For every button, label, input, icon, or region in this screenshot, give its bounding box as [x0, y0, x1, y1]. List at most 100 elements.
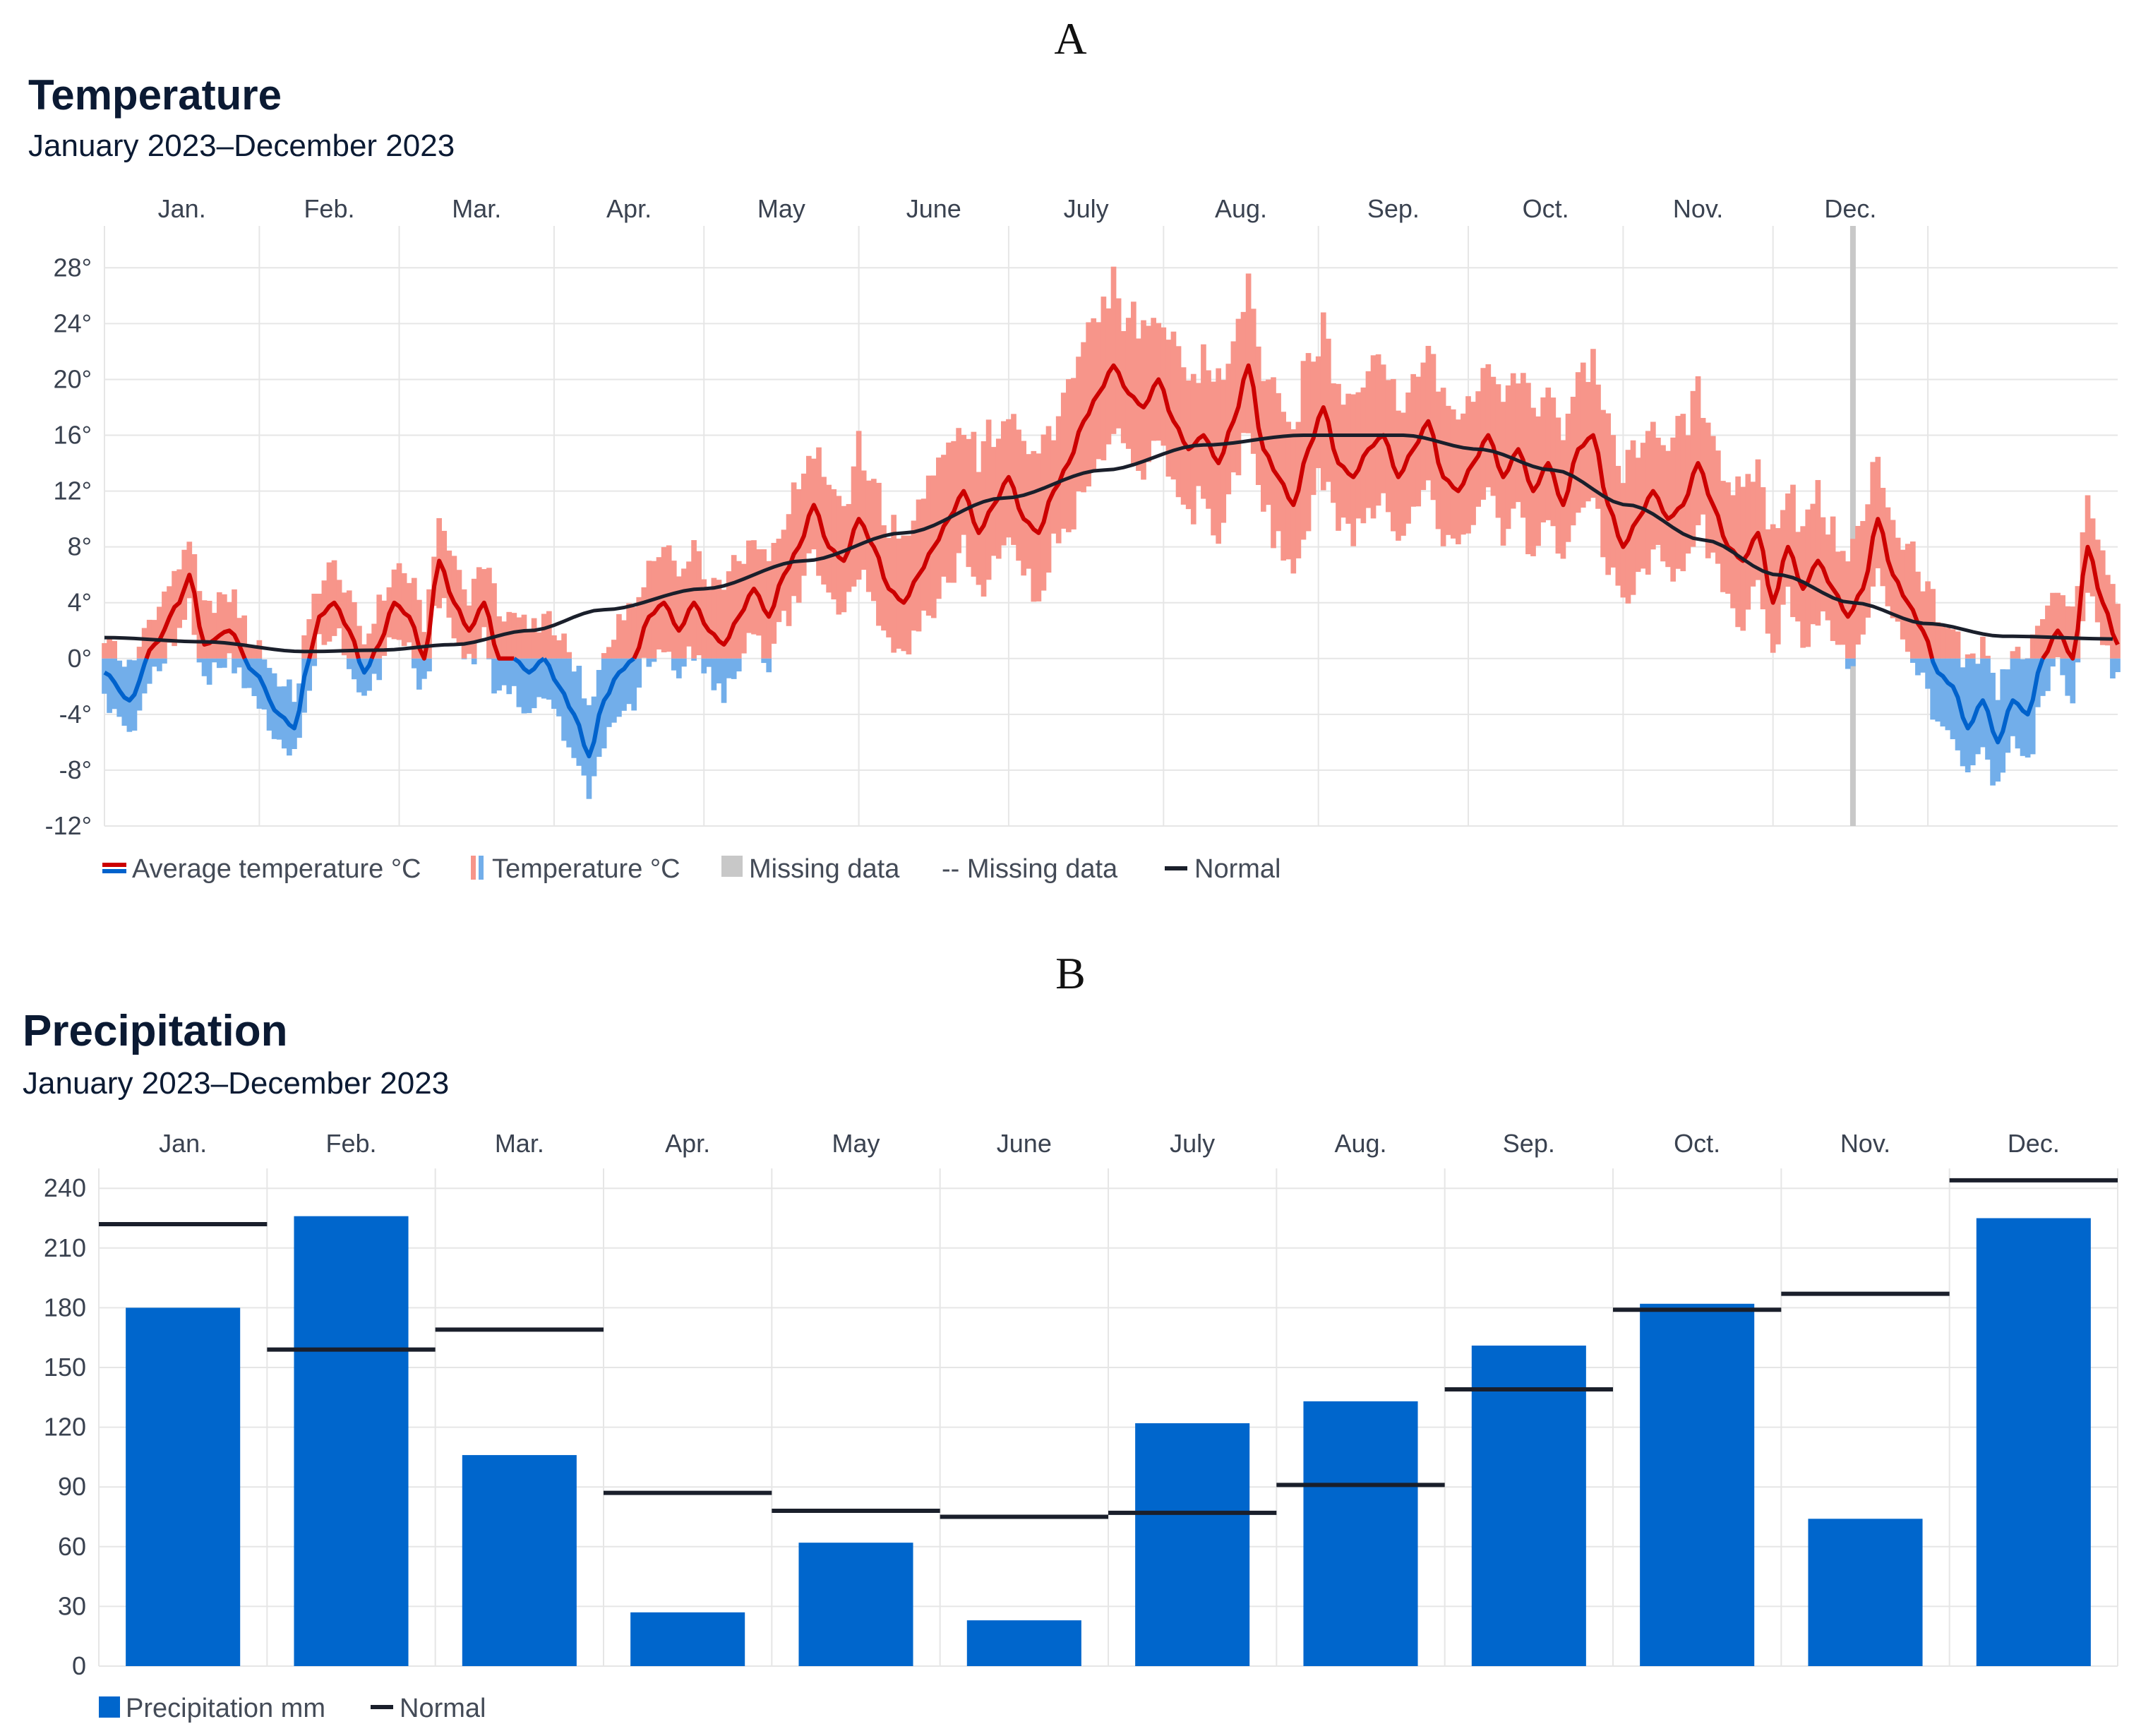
temp-range-bar-cold	[731, 658, 737, 679]
temp-month-label: Jan.	[158, 194, 206, 223]
temp-range-bar	[1521, 373, 1526, 518]
temp-range-bar	[301, 635, 307, 659]
temp-range-bar	[1300, 361, 1307, 540]
temp-range-bar-cold	[2065, 658, 2071, 696]
temp-range-bar-cold	[1940, 658, 1946, 727]
temp-range-bar-cold	[376, 658, 383, 681]
temp-range-bar	[681, 568, 687, 659]
temp-range-bar	[771, 543, 777, 644]
temp-range-bar-cold	[2070, 658, 2076, 704]
precip-ytick-label: 210	[44, 1233, 86, 1262]
temp-range-bar	[896, 538, 902, 649]
temp-range-bar	[1365, 371, 1372, 508]
legend-normal-label: Normal	[1194, 854, 1281, 884]
temp-range-bar	[1410, 373, 1416, 507]
temp-range-bar	[661, 546, 667, 653]
temp-range-bar	[676, 576, 682, 659]
temp-range-bar-cold	[611, 658, 617, 723]
temp-range-bar-cold	[222, 658, 227, 668]
temp-month-label: Dec.	[1824, 194, 1876, 223]
temp-range-bar	[1815, 479, 1821, 626]
temp-range-bar	[1456, 419, 1461, 544]
temp-range-bar-cold	[546, 658, 552, 700]
temp-range-bar-cold	[346, 658, 352, 669]
temp-range-bar	[1655, 437, 1661, 545]
average-line-cold	[542, 657, 635, 759]
temp-range-bar	[1700, 418, 1706, 515]
temp-range-bar	[1375, 354, 1381, 506]
temp-range-bar	[1036, 453, 1042, 601]
temp-range-bar-cold	[721, 658, 727, 703]
temp-range-bar	[566, 652, 572, 659]
temp-range-bar	[1345, 393, 1351, 524]
temp-range-bar	[1350, 394, 1357, 546]
temp-range-bar	[411, 577, 417, 659]
temp-range-bar	[731, 555, 737, 659]
temperature-legend: Average temperature °C Temperature °C Mi…	[102, 854, 1281, 884]
temp-month-label: May	[757, 194, 805, 223]
temp-range-bar	[860, 470, 867, 570]
temp-range-bar-cold	[107, 658, 112, 713]
temp-range-bar	[1060, 393, 1067, 529]
temp-range-bar	[1086, 322, 1091, 487]
legend-precip-normal-swatch	[371, 1705, 393, 1709]
temp-range-bar	[1540, 397, 1546, 522]
temp-range-bar	[1425, 345, 1432, 481]
temp-range-bar	[946, 442, 952, 583]
temp-range-bar	[1011, 414, 1016, 545]
temp-range-bar	[236, 618, 242, 659]
temp-range-bar	[1750, 481, 1756, 587]
temp-range-bar	[112, 640, 117, 659]
temp-range-bar	[781, 529, 787, 611]
temp-range-bar-cold	[576, 666, 582, 766]
temp-range-bar	[1450, 409, 1456, 539]
temp-month-label: Nov.	[1673, 194, 1723, 223]
temp-range-bar	[1640, 443, 1646, 569]
temp-range-bar-cold	[2115, 658, 2121, 673]
temp-range-bar	[1115, 298, 1122, 429]
average-line-cold	[242, 657, 312, 731]
temp-range-bar-cold	[531, 658, 537, 709]
temp-range-bar	[376, 594, 383, 659]
temp-range-bar	[1665, 450, 1671, 568]
temp-range-bar-cold	[352, 658, 357, 680]
temp-range-bar	[1355, 392, 1362, 519]
temp-ytick-label: -8°	[59, 755, 92, 784]
temp-range-bar	[1965, 654, 1971, 659]
temp-range-bar	[1401, 412, 1406, 536]
temp-range-bar	[1590, 349, 1596, 498]
temp-range-bar	[1185, 381, 1192, 510]
temp-range-bar	[766, 561, 772, 659]
temp-range-bar	[326, 562, 332, 642]
temp-ytick-label: 28°	[54, 253, 92, 282]
temp-range-bar	[736, 561, 742, 659]
precip-bar	[1303, 1401, 1418, 1666]
temp-ytick-label: 0°	[68, 644, 92, 673]
temp-range-bar	[1110, 266, 1117, 434]
missing-data-band	[1849, 226, 1856, 826]
temp-range-bar	[451, 556, 457, 639]
temp-range-bar-cold	[141, 658, 148, 694]
temp-range-bar	[626, 603, 632, 659]
temp-range-bar	[2085, 495, 2091, 593]
legend-range-label: Temperature °C	[492, 854, 680, 884]
temp-range-bar	[331, 560, 337, 636]
temp-range-bar-cold	[2010, 658, 2016, 736]
temp-range-bar-cold	[1935, 658, 1941, 722]
temp-range-bar	[746, 540, 752, 633]
temp-range-bar-cold	[636, 658, 642, 688]
precip-ytick-label: 90	[58, 1472, 86, 1501]
temp-ytick-label: 12°	[54, 477, 92, 505]
temp-range-bar	[656, 557, 662, 649]
temp-range-bar	[1915, 571, 1921, 659]
temp-range-bar	[1565, 413, 1571, 542]
temp-range-bar-cold	[361, 658, 367, 696]
temp-range-bar-cold	[511, 658, 517, 686]
temp-range-bar-cold	[1910, 658, 1916, 663]
precip-bar	[966, 1620, 1081, 1666]
temp-range-bar	[1690, 390, 1696, 547]
temp-range-bar	[2110, 584, 2116, 659]
temp-range-bar	[107, 636, 112, 659]
temp-range-bar-cold	[621, 658, 627, 711]
temp-range-bar-cold	[146, 658, 152, 684]
